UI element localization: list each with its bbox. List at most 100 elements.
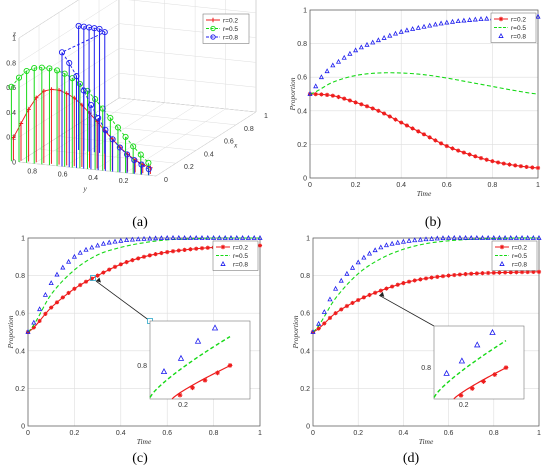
grid-3d — [94, 0, 196, 170]
inset-line-r02 — [171, 364, 233, 400]
series-marker-r02 — [531, 269, 536, 275]
series-marker-r02 — [95, 273, 100, 278]
series-marker-r08 — [324, 68, 330, 74]
series-marker-r08 — [60, 264, 66, 270]
stem-marker-r08 — [109, 136, 116, 143]
series-marker-r08 — [358, 44, 364, 50]
series-marker-r02 — [353, 100, 358, 105]
legend-label-r02: r=0.2 — [233, 244, 248, 251]
series-marker-r02 — [401, 281, 406, 286]
legend-label-r08: r=0.8 — [233, 261, 248, 268]
series-marker-r08 — [240, 235, 246, 240]
series-marker-r08 — [349, 264, 356, 270]
series-marker-r08 — [89, 244, 95, 250]
x-tick-label: 0.2 — [353, 430, 363, 437]
series-marker-r02 — [508, 270, 513, 275]
series-marker-r08 — [455, 18, 461, 24]
legend-label-r02: r=0.2 — [511, 16, 526, 23]
x-tick-label: 0 — [26, 430, 30, 437]
x-tick-label: 1 — [264, 113, 268, 120]
series-marker-r08 — [333, 285, 339, 291]
stem-marker-r08 — [87, 101, 94, 108]
inset-marker-r02 — [190, 385, 195, 391]
series-marker-r02 — [507, 162, 512, 167]
stem-marker-r08 — [73, 73, 80, 80]
series-marker-r02 — [165, 250, 170, 255]
stem-marker-r05 — [54, 67, 61, 74]
series-marker-r08 — [193, 235, 199, 240]
series-marker-r08 — [313, 83, 319, 89]
inset-frame — [149, 320, 251, 400]
series-marker-r08 — [438, 20, 444, 26]
series-marker-r02 — [356, 297, 361, 303]
series-marker-r08 — [355, 259, 361, 265]
series-marker-r02 — [342, 96, 347, 101]
series-marker-r02 — [89, 276, 94, 281]
series-marker-r02 — [473, 154, 478, 159]
series-marker-r08 — [95, 242, 101, 248]
series-marker-r02 — [194, 246, 199, 251]
series-marker-r08 — [468, 235, 474, 240]
inset-marker-r02 — [215, 370, 220, 376]
series-marker-r02 — [474, 271, 479, 276]
series-marker-r08 — [234, 235, 240, 240]
series-marker-r02 — [444, 143, 449, 149]
y-tick-label: 0.4 — [15, 348, 25, 355]
series-marker-r02 — [327, 315, 333, 321]
stem-marker-r08 — [101, 29, 108, 36]
series-marker-r02 — [478, 156, 484, 161]
series-marker-r02 — [31, 325, 36, 330]
series-marker-r02 — [535, 165, 541, 171]
series-marker-r08 — [415, 24, 421, 30]
stem-marker-r05 — [76, 80, 83, 87]
series-stems-r08 — [58, 22, 152, 176]
y-axis-label: Proportion — [288, 77, 297, 111]
series-marker-r02 — [467, 152, 472, 157]
series-marker-r08 — [83, 246, 89, 252]
zoom-inset: 0.8 0.2 — [379, 291, 525, 409]
series-marker-r02 — [395, 282, 400, 287]
stem-marker-r02 — [148, 165, 153, 170]
stem-marker-r08 — [102, 126, 109, 133]
series-marker-r02 — [525, 269, 530, 275]
y-tick-label: 0.2 — [15, 386, 25, 393]
inset-marker-r08 — [211, 324, 219, 331]
series-marker-r08 — [170, 234, 176, 240]
series-marker-r08 — [400, 238, 406, 244]
series-marker-r02 — [37, 318, 42, 324]
series-marker-r08 — [444, 19, 450, 25]
series-marker-r08 — [421, 23, 427, 29]
stem-marker-r08 — [116, 144, 123, 151]
series-marker-r08 — [141, 235, 147, 241]
series-marker-r08 — [31, 319, 37, 325]
x-tick-label: 0.8 — [244, 126, 254, 133]
series-marker-r02 — [60, 295, 65, 300]
stem-marker-r08 — [96, 25, 103, 32]
legend-marker-r02 — [498, 16, 504, 22]
series-marker-r08 — [216, 235, 222, 240]
series-marker-r08 — [135, 236, 141, 242]
stem-marker-r02 — [11, 135, 16, 140]
series-marker-r08 — [42, 291, 48, 297]
series-marker-r08 — [484, 15, 490, 21]
stem-marker-r05 — [23, 67, 30, 75]
legend-label-r05: r=0.5 — [511, 25, 526, 32]
series-marker-r08 — [164, 235, 170, 240]
series-marker-r08 — [187, 235, 193, 240]
series-marker-r08 — [392, 30, 399, 36]
legend-label-r02: r=0.2 — [512, 244, 527, 251]
series-marker-r08 — [370, 39, 376, 45]
series-marker-r02 — [450, 146, 455, 151]
series-marker-r02 — [124, 260, 129, 265]
series-marker-r08 — [25, 329, 31, 334]
series-marker-r08 — [199, 235, 205, 240]
inset-marker-r02 — [227, 363, 233, 368]
series-marker-r08 — [124, 237, 130, 242]
panel-caption: (c) — [132, 451, 148, 466]
y-axis-label: y — [83, 184, 88, 193]
y-tick-label: 0.2 — [297, 142, 307, 149]
y-tick-label: 0.8 — [297, 41, 307, 48]
series-marker-r02 — [429, 275, 434, 280]
series-marker-r02 — [497, 270, 502, 275]
series-marker-r08 — [366, 250, 373, 256]
